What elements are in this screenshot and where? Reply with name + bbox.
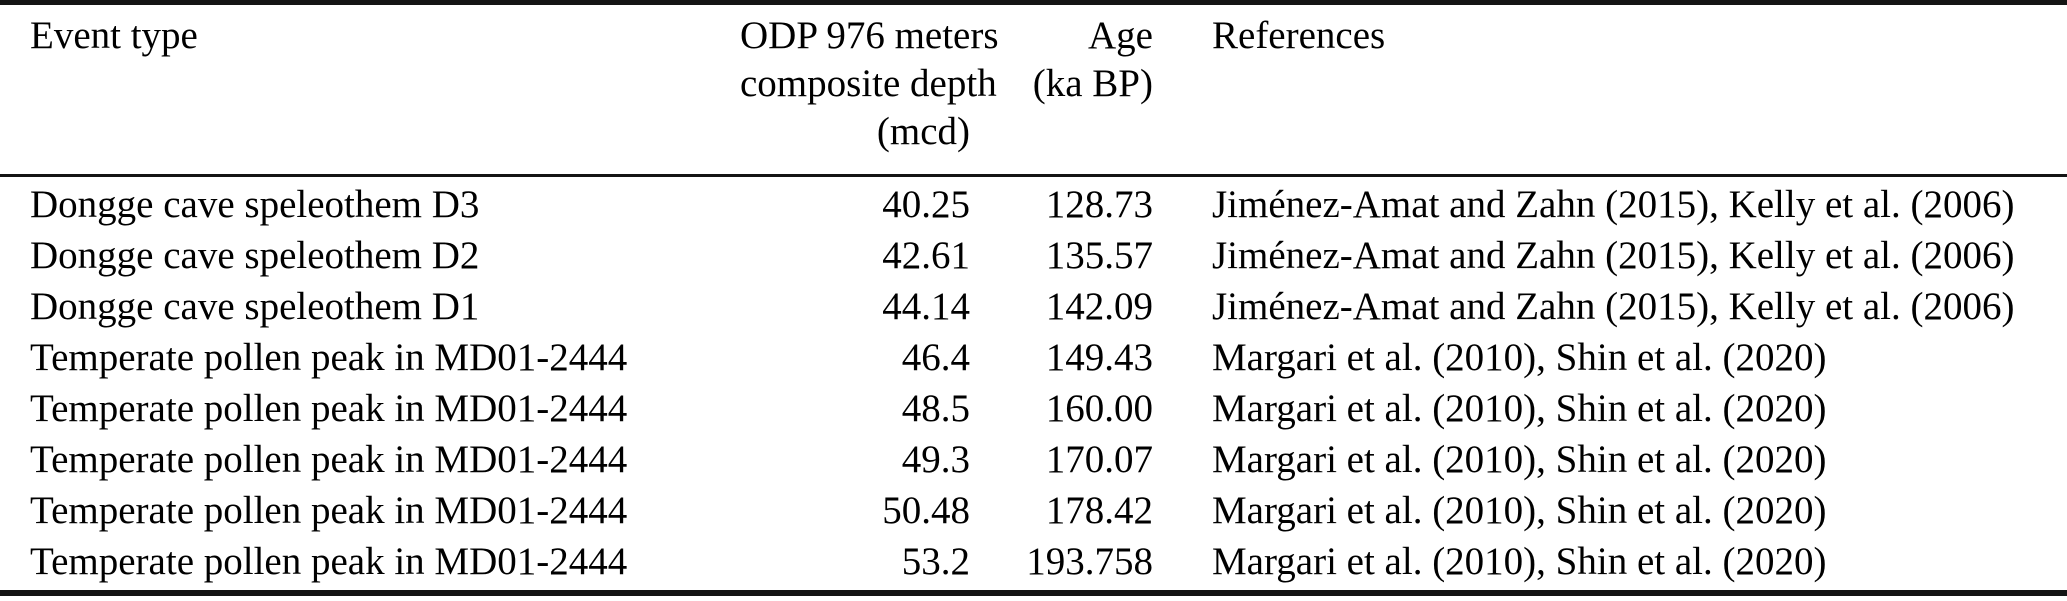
header-depth-line1: ODP 976 meters	[740, 14, 999, 57]
event-type-cell: Temperate pollen peak in MD01-2444	[30, 540, 628, 583]
header-references-label: References	[1212, 14, 1386, 57]
header-depth: ODP 976 meters composite depth (mcd)	[740, 2, 999, 177]
event-type-cell: Temperate pollen peak in MD01-2444	[30, 438, 628, 481]
depth-cell: 44.14	[882, 285, 970, 328]
table-row: Temperate pollen peak in MD01-2444 53.2 …	[0, 536, 2067, 593]
table-row: Temperate pollen peak in MD01-2444 46.4 …	[0, 332, 2067, 383]
age-cell: 178.42	[1045, 489, 1153, 532]
header-event-type-label: Event type	[30, 14, 198, 57]
references-cell: Margari et al. (2010), Shin et al. (2020…	[1212, 438, 1827, 481]
header-references: References	[1153, 2, 2067, 177]
event-type-cell: Dongge cave speleothem D1	[30, 285, 480, 328]
references-cell: Margari et al. (2010), Shin et al. (2020…	[1212, 540, 1827, 583]
event-type-cell: Temperate pollen peak in MD01-2444	[30, 387, 628, 430]
depth-cell: 42.61	[882, 234, 970, 277]
header-depth-line3: (mcd)	[876, 110, 970, 153]
references-cell: Jiménez-Amat and Zahn (2015), Kelly et a…	[1212, 183, 2015, 226]
table-body: Dongge cave speleothem D3 40.25 128.73 J…	[0, 176, 2067, 594]
age-cell: 160.00	[1045, 387, 1153, 430]
table-row: Temperate pollen peak in MD01-2444 48.5 …	[0, 383, 2067, 434]
event-type-cell: Temperate pollen peak in MD01-2444	[30, 489, 628, 532]
age-cell: 135.57	[1045, 234, 1153, 277]
header-event-type: Event type	[0, 2, 740, 177]
references-cell: Jiménez-Amat and Zahn (2015), Kelly et a…	[1212, 285, 2015, 328]
references-cell: Jiménez-Amat and Zahn (2015), Kelly et a…	[1212, 234, 2015, 277]
table-row: Temperate pollen peak in MD01-2444 50.48…	[0, 485, 2067, 536]
table-row: Temperate pollen peak in MD01-2444 49.3 …	[0, 434, 2067, 485]
depth-cell: 49.3	[901, 438, 970, 481]
table-row: Dongge cave speleothem D1 44.14 142.09 J…	[0, 281, 2067, 332]
event-type-cell: Temperate pollen peak in MD01-2444	[30, 336, 628, 379]
depth-cell: 48.5	[901, 387, 970, 430]
age-cell: 170.07	[1045, 438, 1153, 481]
age-cell: 193.758	[1026, 540, 1153, 583]
age-cell: 149.43	[1045, 336, 1153, 379]
event-type-cell: Dongge cave speleothem D3	[30, 183, 480, 226]
references-cell: Margari et al. (2010), Shin et al. (2020…	[1212, 387, 1827, 430]
depth-cell: 53.2	[901, 540, 970, 583]
age-cell: 128.73	[1045, 183, 1153, 226]
age-cell: 142.09	[1045, 285, 1153, 328]
references-cell: Margari et al. (2010), Shin et al. (2020…	[1212, 336, 1827, 379]
depth-cell: 50.48	[882, 489, 970, 532]
header-age-line1: Age	[1088, 14, 1153, 57]
table-row: Dongge cave speleothem D3 40.25 128.73 J…	[0, 176, 2067, 231]
depth-cell: 40.25	[882, 183, 970, 226]
table-row: Dongge cave speleothem D2 42.61 135.57 J…	[0, 230, 2067, 281]
header-age-line2: (ka BP)	[1032, 62, 1153, 105]
header-age: Age (ka BP)	[970, 2, 1153, 177]
references-cell: Margari et al. (2010), Shin et al. (2020…	[1212, 489, 1827, 532]
header-row: Event type ODP 976 meters composite dept…	[0, 2, 2067, 177]
event-type-cell: Dongge cave speleothem D2	[30, 234, 480, 277]
header-depth-line2: composite depth	[740, 62, 997, 105]
table-header: Event type ODP 976 meters composite dept…	[0, 2, 2067, 177]
depth-cell: 46.4	[901, 336, 970, 379]
